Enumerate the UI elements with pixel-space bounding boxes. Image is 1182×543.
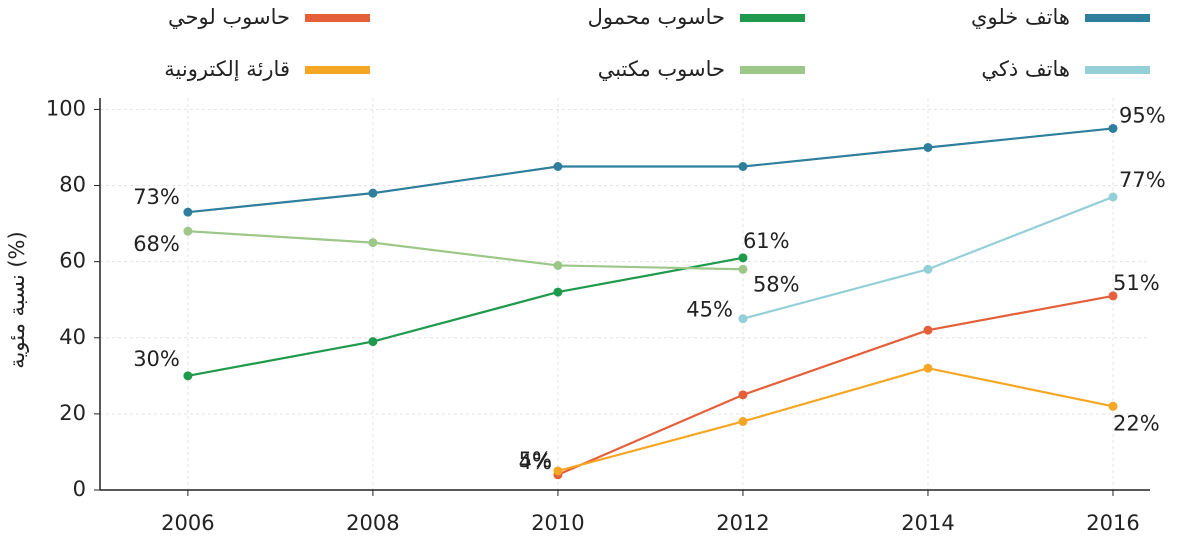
x-tick-label: 2010 (531, 511, 584, 535)
point (553, 466, 563, 476)
legend-label: حاسوب مكتبي (598, 57, 725, 81)
x-tick-label: 2014 (901, 511, 954, 535)
point (553, 162, 563, 172)
data-label: 51% (1113, 271, 1160, 295)
point (738, 253, 748, 263)
point (183, 226, 193, 236)
legend-label: حاسوب محمول (588, 5, 725, 29)
point (183, 371, 193, 381)
data-label: 95% (1119, 103, 1166, 127)
x-tick-label: 2012 (716, 511, 769, 535)
legend-swatch (1085, 66, 1150, 74)
legend-swatch (1085, 14, 1150, 22)
y-tick-label: 0 (73, 477, 86, 501)
legend-label: حاسوب لوحي (168, 5, 290, 29)
y-tick-label: 40 (59, 325, 86, 349)
point (738, 314, 748, 324)
y-tick-label: 80 (59, 173, 86, 197)
series-line (187, 256, 744, 377)
x-tick-label: 2006 (161, 511, 214, 535)
y-tick-label: 60 (59, 249, 86, 273)
series-line (557, 294, 1114, 476)
legend-label: هاتف ذكي (981, 57, 1070, 81)
point (1108, 123, 1118, 133)
point (1108, 192, 1118, 202)
data-label: 73% (133, 185, 180, 209)
point (553, 260, 563, 270)
point (923, 363, 933, 373)
data-label: 45% (686, 298, 733, 322)
point (368, 188, 378, 198)
data-label: 22% (1113, 411, 1160, 435)
point (1108, 291, 1118, 301)
y-tick-label: 100 (46, 96, 86, 120)
point (368, 337, 378, 347)
data-label: 4% (519, 450, 552, 474)
legend-swatch (740, 14, 805, 22)
data-label: 58% (753, 272, 800, 296)
data-label: 61% (743, 229, 790, 253)
point (738, 416, 748, 426)
point (738, 264, 748, 274)
legend-swatch (305, 14, 370, 22)
point (923, 264, 933, 274)
point (738, 390, 748, 400)
series-line (557, 367, 1114, 473)
x-tick-label: 2008 (346, 511, 399, 535)
legend-label: قارئة إلكترونية (164, 57, 290, 82)
point (923, 325, 933, 335)
legend-swatch (740, 66, 805, 74)
point (183, 207, 193, 217)
data-label: 68% (133, 232, 180, 256)
data-label: 30% (133, 347, 180, 371)
y-tick-label: 20 (59, 401, 86, 425)
point (738, 162, 748, 172)
legend-label: هاتف خلوي (971, 5, 1070, 29)
legend-swatch (305, 66, 370, 74)
point (368, 238, 378, 248)
y-axis-title: نسبة مئوية (%) (5, 231, 29, 368)
point (553, 287, 563, 297)
series-line (187, 127, 1114, 214)
series-line (187, 230, 743, 271)
x-tick-label: 2016 (1086, 511, 1139, 535)
data-label: 77% (1119, 168, 1166, 192)
data-label: 5% (519, 448, 552, 472)
point (923, 142, 933, 152)
series-line (742, 195, 1114, 320)
point (1108, 401, 1118, 411)
